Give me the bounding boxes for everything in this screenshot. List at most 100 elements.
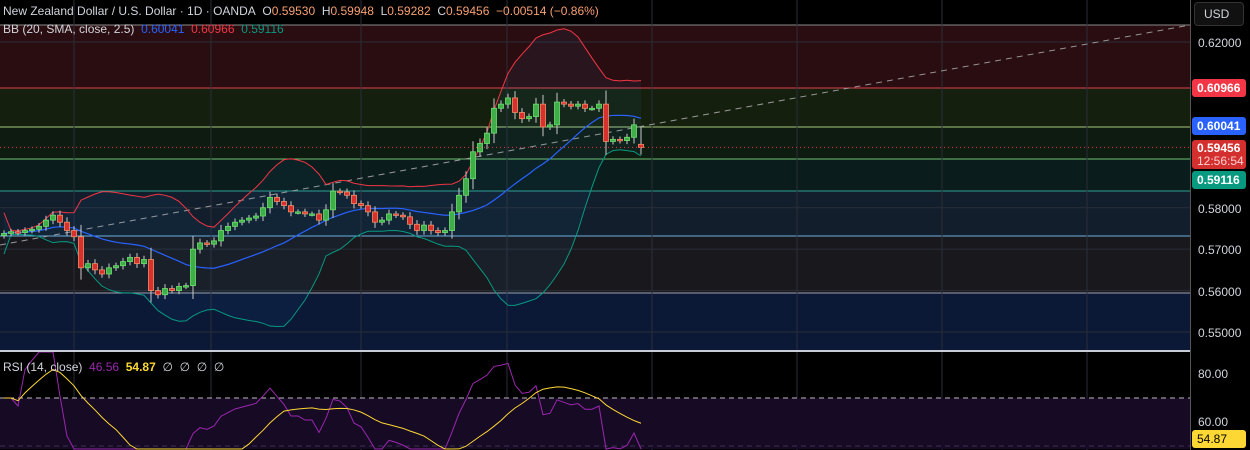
candle-up (610, 138, 616, 142)
candle-up (29, 228, 35, 232)
candle-up (631, 124, 637, 138)
high-label: H (321, 4, 331, 18)
symbol-title[interactable]: New Zealand Dollar / U.S. Dollar · 1D · … (3, 4, 256, 18)
candle-up (1, 233, 7, 236)
candle-up (421, 224, 427, 231)
candle-up (309, 213, 315, 216)
bb-lower-tag: 0.59116 (1192, 171, 1246, 189)
candle-down (372, 211, 378, 223)
candle-down (435, 230, 441, 233)
candle-up (386, 213, 392, 221)
candle-up (36, 225, 42, 230)
rsi-extra-value: ∅ (162, 360, 173, 374)
rsi-ma-tag: 54.87 (1192, 430, 1246, 448)
candle-up (197, 242, 203, 250)
currency-button[interactable]: USD (1194, 2, 1244, 26)
candle-up (162, 288, 168, 296)
candle-up (526, 116, 532, 120)
open-value: 0.59530 (271, 4, 316, 18)
price-chart-pane[interactable] (0, 0, 1190, 350)
candle-down (540, 103, 546, 128)
candle-down (337, 190, 343, 194)
rsi-pane[interactable] (0, 352, 1190, 450)
last-price: 0.59456 (1197, 141, 1241, 155)
bb-legend: BB (20, SMA, close, 2.5) 0.60041 0.60966… (3, 22, 284, 36)
close-value: 0.59456 (445, 4, 490, 18)
price-tick: 0.56000 (1198, 285, 1242, 299)
rsi-extra-value: ∅ (213, 360, 225, 374)
bb-basis-tag: 0.60041 (1192, 117, 1246, 135)
price-tick: 0.58000 (1198, 202, 1242, 216)
candle-up (470, 151, 476, 180)
candle-up (589, 107, 595, 111)
price-axis[interactable] (1190, 0, 1250, 450)
drawing-zone (0, 25, 1190, 88)
pane-separator[interactable] (0, 350, 1250, 352)
bb-label[interactable]: BB (20, SMA, close, 2.5) (3, 22, 135, 36)
candle-down (400, 214, 406, 218)
candle-down (134, 257, 140, 265)
rsi-extra-value: ∅ (196, 360, 208, 374)
price-tick: 0.62000 (1198, 36, 1242, 50)
candle-up (253, 215, 259, 219)
last-price-tag: 0.59456 12:56:54 (1192, 140, 1246, 169)
rsi-label[interactable]: RSI (14, close) (3, 360, 83, 374)
candle-up (442, 230, 448, 233)
rsi-extra-value: ∅ (179, 360, 191, 374)
bar-countdown: 12:56:54 (1197, 154, 1244, 168)
rsi-ma-value: 54.87 (125, 360, 156, 374)
candle-up (484, 132, 490, 144)
candle-up (239, 219, 245, 223)
candle-up (491, 107, 497, 134)
candle-down (561, 101, 567, 105)
candle-up (190, 248, 196, 287)
candle-up (106, 267, 112, 275)
low-value: 0.59282 (387, 4, 431, 18)
candle-down (92, 263, 98, 271)
candle-down (204, 242, 210, 245)
candle-up (43, 219, 49, 227)
candle-down (603, 103, 609, 142)
candle-up (225, 225, 231, 231)
candle-down (169, 288, 175, 291)
candle-up (533, 103, 539, 117)
rsi-tick: 60.00 (1198, 415, 1229, 429)
low-label: L (380, 4, 388, 18)
drawing-zone (0, 191, 1190, 236)
bb-basis-line (3, 114, 642, 269)
rsi-ma-line (4, 368, 642, 450)
candle-up (547, 124, 553, 128)
candle-up (554, 101, 560, 126)
candle-up (267, 196, 273, 209)
candle-up (449, 211, 455, 231)
candle-down (15, 231, 21, 234)
candle-down (407, 216, 413, 225)
candle-down (365, 205, 371, 213)
rsi-legend: RSI (14, close) 46.56 54.87 ∅ ∅ ∅ ∅ (3, 360, 224, 374)
candle-up (463, 178, 469, 196)
candle-up (22, 230, 28, 233)
change-value: −0.00514 (−0.86%) (496, 4, 599, 18)
candle-down (344, 191, 350, 196)
candle-up (330, 190, 336, 211)
bb-band-fill (4, 28, 641, 327)
rsi-band-fill (0, 398, 1190, 449)
symbol-legend: New Zealand Dollar / U.S. Dollar · 1D · … (3, 4, 599, 18)
candle-up (232, 221, 238, 227)
candle-up (113, 265, 119, 269)
candle-down (316, 213, 322, 221)
drawing-zone (0, 159, 1190, 191)
candle-down (148, 259, 154, 291)
candle-up (505, 97, 511, 105)
candle-down (57, 214, 63, 223)
candle-up (85, 263, 91, 269)
price-tick: 0.55000 (1198, 326, 1242, 340)
bb-lower-line (3, 149, 642, 328)
candle-down (428, 224, 434, 231)
open-label: O (262, 4, 272, 18)
rsi-chart-svg (0, 352, 1190, 450)
trend-line (0, 24, 1190, 246)
candle-down (358, 203, 364, 207)
candle-up (211, 240, 217, 245)
rsi-line (4, 352, 642, 450)
